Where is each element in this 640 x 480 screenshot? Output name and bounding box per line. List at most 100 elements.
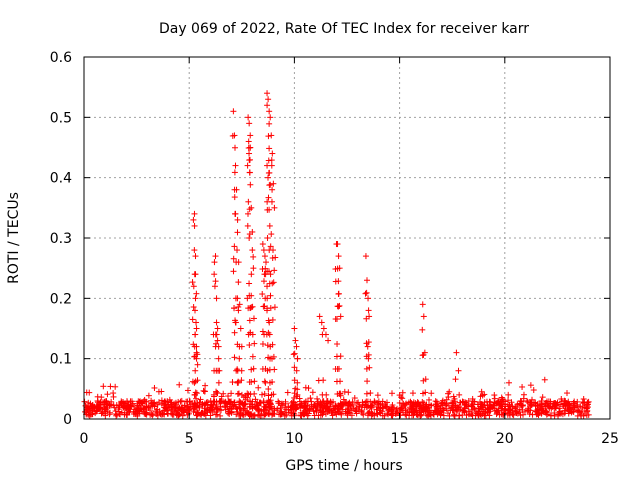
data-point — [234, 366, 241, 373]
data-point — [100, 383, 107, 390]
data-point — [294, 403, 301, 410]
data-point — [366, 364, 373, 371]
data-point — [452, 402, 459, 409]
data-point — [427, 412, 434, 419]
data-point — [214, 389, 221, 396]
data-point — [234, 247, 241, 254]
data-point — [320, 408, 327, 415]
data-point — [543, 400, 550, 407]
data-point — [118, 409, 125, 416]
data-point — [526, 411, 533, 418]
data-point — [265, 392, 272, 399]
data-point — [327, 399, 334, 406]
data-point — [250, 265, 257, 272]
data-point — [190, 408, 197, 415]
data-point — [540, 408, 547, 415]
data-point — [132, 410, 139, 417]
data-point — [337, 378, 344, 385]
data-point — [471, 405, 478, 412]
data-point — [494, 409, 501, 416]
data-point — [486, 412, 493, 419]
data-point — [269, 379, 276, 386]
data-point — [214, 325, 221, 332]
data-point — [193, 290, 200, 297]
data-point — [193, 319, 200, 326]
data-point — [208, 402, 215, 409]
data-point — [369, 411, 376, 418]
data-point — [150, 400, 157, 407]
data-point — [337, 353, 344, 360]
data-point — [194, 402, 201, 409]
y-tick-label: 0.6 — [50, 50, 72, 66]
data-point — [396, 399, 403, 406]
data-point — [148, 411, 155, 418]
data-point — [261, 378, 268, 385]
data-point — [534, 402, 541, 409]
data-point — [335, 290, 342, 297]
data-point — [294, 386, 301, 393]
data-point — [269, 280, 276, 287]
data-point — [364, 378, 371, 385]
data-point — [258, 391, 265, 398]
data-point — [235, 307, 242, 314]
data-point — [202, 412, 209, 419]
data-point — [472, 412, 479, 419]
data-point — [363, 398, 370, 405]
data-point — [228, 390, 235, 397]
data-point — [334, 341, 341, 348]
data-point — [120, 403, 127, 410]
data-point — [584, 407, 591, 414]
data-point — [385, 411, 392, 418]
data-point — [267, 292, 274, 299]
data-point — [505, 397, 512, 404]
data-point — [163, 404, 170, 411]
data-point — [571, 403, 578, 410]
data-point — [247, 132, 254, 139]
data-point — [134, 405, 141, 412]
data-point — [125, 404, 132, 411]
data-point — [520, 395, 527, 402]
data-point — [232, 403, 239, 410]
data-point — [420, 407, 427, 414]
data-point — [145, 392, 152, 399]
data-point — [488, 403, 495, 410]
data-point — [166, 396, 173, 403]
data-point — [214, 337, 221, 344]
data-point — [215, 379, 222, 386]
data-point — [290, 351, 297, 358]
data-point — [477, 411, 484, 418]
data-point — [251, 390, 258, 397]
data-point — [527, 382, 534, 389]
data-point — [192, 389, 199, 396]
data-point — [547, 412, 554, 419]
data-point — [505, 391, 512, 398]
data-point — [209, 405, 216, 412]
data-point — [142, 409, 149, 416]
data-point — [574, 401, 581, 408]
data-point — [198, 410, 205, 417]
data-point — [409, 390, 416, 397]
data-point — [564, 406, 571, 413]
data-point — [555, 412, 562, 419]
data-point — [226, 411, 233, 418]
data-point — [338, 410, 345, 417]
y-axis-label: ROTI / TECUs — [6, 192, 22, 284]
data-point — [539, 394, 546, 401]
data-point — [363, 277, 370, 284]
data-point — [135, 405, 142, 412]
data-point — [432, 401, 439, 408]
data-point — [402, 401, 409, 408]
data-point — [436, 405, 443, 412]
data-point — [270, 279, 277, 286]
data-point — [217, 412, 224, 419]
data-point — [263, 399, 270, 406]
data-point — [161, 398, 168, 405]
x-tick-label: 0 — [80, 431, 89, 447]
data-point — [399, 395, 406, 402]
data-point — [325, 337, 332, 344]
data-point — [190, 216, 197, 223]
data-point — [564, 390, 571, 397]
data-point — [461, 409, 468, 416]
data-point — [170, 411, 177, 418]
data-point — [249, 353, 256, 360]
